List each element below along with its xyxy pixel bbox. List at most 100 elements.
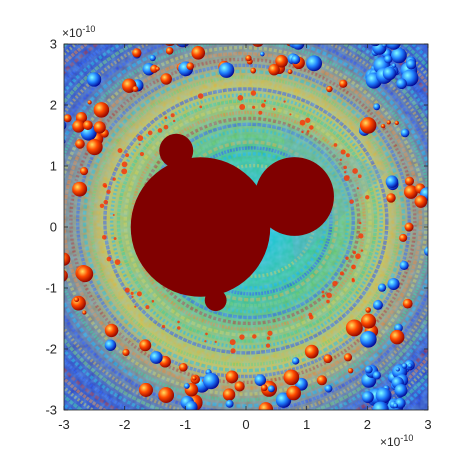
ball <box>399 233 408 242</box>
ball <box>252 105 256 109</box>
ball <box>344 171 347 174</box>
ball <box>333 143 338 147</box>
ball <box>355 253 361 260</box>
ball <box>306 55 323 72</box>
ball <box>361 391 374 404</box>
ball <box>396 78 407 90</box>
ball <box>93 102 110 118</box>
ball <box>138 382 154 397</box>
ball <box>191 46 206 60</box>
ball <box>245 55 252 62</box>
ball <box>345 153 350 158</box>
ball <box>130 291 134 295</box>
y-tick-label: 1 <box>50 159 57 174</box>
ball <box>359 221 362 225</box>
ball <box>339 271 344 276</box>
ball <box>267 330 273 336</box>
ball <box>389 329 405 345</box>
ball <box>134 305 137 308</box>
ball <box>64 121 67 130</box>
ball <box>64 269 68 282</box>
ball <box>268 63 280 76</box>
ball <box>372 401 389 410</box>
ball <box>404 176 414 186</box>
ball <box>76 265 94 283</box>
ball <box>79 166 89 176</box>
ball <box>32 238 37 243</box>
ball <box>254 374 267 386</box>
ball <box>322 294 325 298</box>
ball <box>86 72 102 87</box>
ball <box>177 44 190 48</box>
ball <box>386 193 396 203</box>
x-tick-label: -3 <box>58 417 70 432</box>
ball <box>204 340 207 343</box>
ball <box>301 130 304 134</box>
ball <box>178 362 188 372</box>
ball <box>377 30 385 38</box>
ball <box>387 27 399 39</box>
ball <box>386 120 391 125</box>
ball <box>150 64 159 73</box>
ball <box>429 200 445 216</box>
ball <box>384 54 393 64</box>
ball <box>309 315 314 320</box>
ball <box>239 334 245 340</box>
ball <box>404 222 414 232</box>
y-tick-label: -2 <box>45 342 57 357</box>
ball <box>370 44 380 47</box>
ball <box>161 324 166 328</box>
ball <box>165 47 174 55</box>
ball <box>71 295 86 311</box>
ball <box>373 103 381 111</box>
ball <box>299 119 306 126</box>
ball <box>184 400 198 410</box>
ball <box>316 375 327 386</box>
ball <box>375 387 392 404</box>
ball <box>164 44 175 47</box>
ball <box>286 385 301 401</box>
ball <box>361 313 376 329</box>
ball <box>225 370 239 384</box>
ball <box>131 295 134 298</box>
ball <box>158 387 175 403</box>
ball <box>393 403 398 409</box>
ball <box>340 149 346 155</box>
ball <box>149 351 163 364</box>
x-axis-ticks: -3 -2 -1 0 1 2 3 <box>58 44 432 432</box>
y-tick-label: 3 <box>50 37 57 52</box>
ball <box>239 104 246 110</box>
ball <box>357 174 362 179</box>
ball <box>267 385 275 393</box>
ball <box>359 117 377 134</box>
y-tick-label: -3 <box>45 403 57 418</box>
ball <box>290 54 301 65</box>
ball <box>250 67 257 74</box>
ball <box>343 165 347 170</box>
ball <box>139 151 145 157</box>
ball <box>390 416 403 429</box>
ball <box>35 172 48 185</box>
ball <box>399 260 409 271</box>
ball <box>186 62 195 71</box>
ball <box>122 348 130 357</box>
ball <box>394 120 399 126</box>
ball <box>191 375 197 381</box>
ball <box>86 138 103 156</box>
ball <box>309 125 314 130</box>
ball <box>391 47 407 64</box>
ball <box>250 90 257 96</box>
ball <box>132 48 142 58</box>
main-cardioid <box>130 157 271 297</box>
ball <box>203 372 220 390</box>
ball <box>160 73 172 85</box>
ball <box>101 234 107 240</box>
ball <box>360 249 364 252</box>
ball <box>72 181 88 197</box>
ball <box>157 128 163 133</box>
ball <box>324 384 333 393</box>
ball <box>326 299 330 304</box>
ball <box>326 85 333 93</box>
